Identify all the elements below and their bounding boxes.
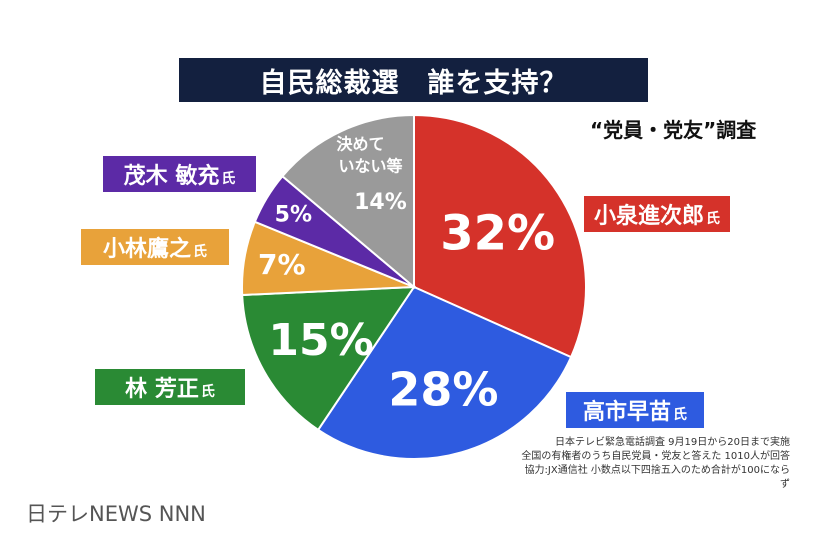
pie-slice [413, 113, 587, 359]
label-takaichi-name: 高市早苗 [582, 400, 671, 425]
slice-value-label: 32% [440, 206, 555, 262]
label-koizumi: 小泉進次郎氏 [584, 196, 730, 232]
source-credit: 日テレNEWS NNN [26, 502, 206, 526]
label-koizumi-name: 小泉進次郎 [593, 204, 704, 229]
note-line: 全国の有権者のうち自民党員・党友と答えた 1010人が回答 [521, 451, 790, 462]
chart-title: 自民総裁選 誰を支持？ [179, 58, 648, 102]
label-kobayashi: 小林鷹之氏 [81, 229, 229, 265]
pie-slice [241, 285, 416, 432]
honorific: 氏 [193, 244, 207, 260]
slice-value-label: 7% [258, 248, 306, 281]
note-line: 協力:JX通信社 小数点以下四捨五入のため合計が100にならず [524, 465, 790, 490]
slice-name-line: 決めて [336, 134, 384, 153]
chart-subtitle: “党員・党友”調査 [590, 118, 757, 142]
honorific: 氏 [200, 384, 215, 400]
label-hayashi: 林 芳正氏 [95, 369, 245, 405]
slice-value-label: 5% [275, 203, 312, 228]
honorific: 氏 [221, 171, 236, 187]
label-motegi-name: 茂木 敏充 [123, 164, 220, 189]
slice-value-label: 15% [268, 315, 373, 366]
note-line: 日本テレビ緊急電話調査 9月19日から20日まで実施 [555, 437, 790, 448]
label-kobayashi-name: 小林鷹之 [102, 237, 191, 262]
label-takaichi: 高市早苗氏 [566, 392, 704, 428]
pie-slice [316, 285, 573, 460]
label-hayashi-name: 林 芳正 [125, 377, 199, 402]
pie-slice [281, 113, 415, 290]
honorific: 氏 [673, 407, 687, 423]
label-motegi: 茂木 敏充氏 [103, 156, 256, 192]
slice-value-label: 28% [388, 363, 498, 417]
survey-notes: 日本テレビ緊急電話調査 9月19日から20日まで実施 全国の有権者のうち自民党員… [520, 436, 790, 492]
slice-value-label: 14% [354, 190, 407, 215]
honorific: 氏 [706, 211, 720, 227]
slice-name-line: いない等 [338, 156, 402, 175]
